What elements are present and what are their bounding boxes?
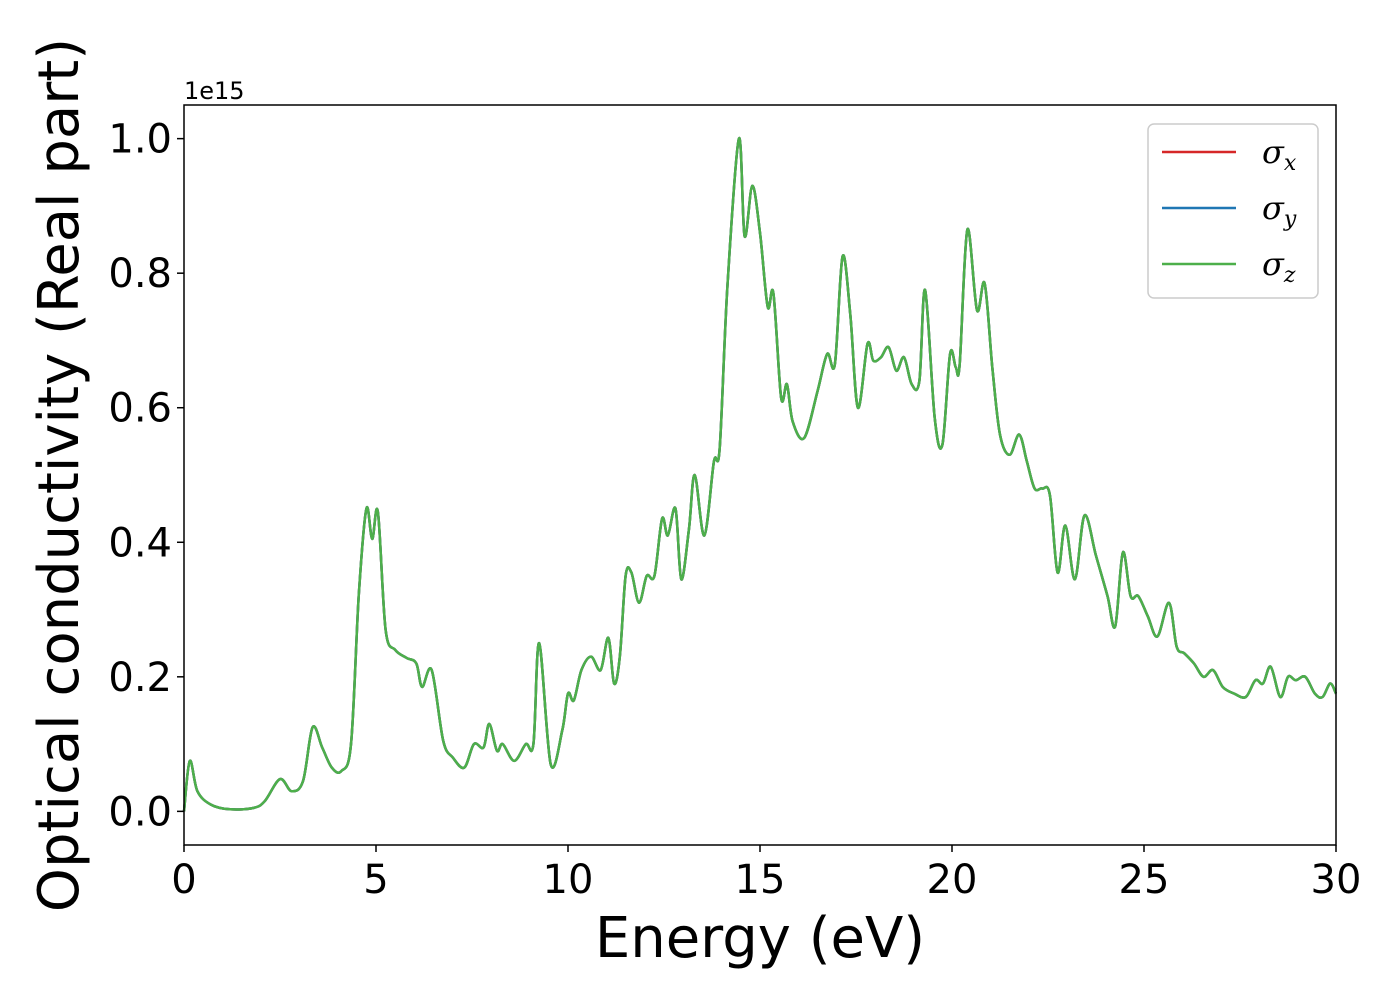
legend-symbol: σ <box>1262 189 1285 227</box>
x-tick-label: 10 <box>543 857 594 903</box>
y-tick-label: 1.0 <box>108 117 172 163</box>
legend-symbol: σ <box>1262 245 1285 283</box>
legend-subscript: z <box>1283 263 1296 288</box>
series-line-z <box>182 137 1338 812</box>
series-layer <box>182 137 1338 812</box>
x-tick-label: 0 <box>171 857 196 903</box>
x-axis-ticks: 0 5 10 15 20 25 30 <box>171 845 1361 903</box>
y-axis-ticks: 0.0 0.2 0.4 0.6 0.8 1.0 <box>108 117 184 835</box>
x-tick-label: 15 <box>735 857 786 903</box>
legend-label-z: σz <box>1262 245 1296 288</box>
y-tick-label: 0.6 <box>108 386 172 432</box>
legend-label-x: σx <box>1262 133 1297 176</box>
x-axis-label: Energy (eV) <box>595 906 925 971</box>
y-tick-label: 0.8 <box>108 251 172 297</box>
legend-symbol: σ <box>1262 133 1285 171</box>
y-axis-label: Optical conductivity (Real part) <box>27 38 92 912</box>
y-tick-label: 0.2 <box>108 655 172 701</box>
x-tick-label: 25 <box>1119 857 1170 903</box>
y-offset-label: 1e15 <box>184 77 245 105</box>
legend-subscript: y <box>1283 207 1297 232</box>
y-tick-label: 0.0 <box>108 789 172 835</box>
y-tick-label: 0.4 <box>108 520 172 566</box>
x-tick-label: 30 <box>1311 857 1362 903</box>
legend-box <box>1147 123 1319 299</box>
legend-label-y: σy <box>1262 189 1297 232</box>
legend-subscript: x <box>1284 151 1297 176</box>
x-tick-label: 5 <box>363 857 388 903</box>
x-tick-label: 20 <box>927 857 978 903</box>
